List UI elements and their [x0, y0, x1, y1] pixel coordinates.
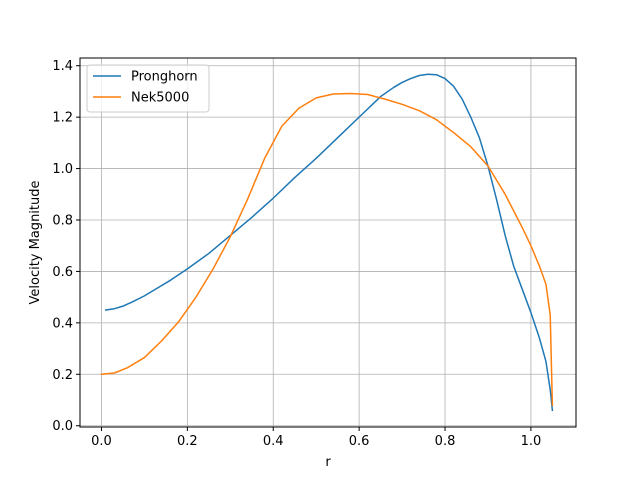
y-tick-label: 0.0 — [52, 419, 73, 434]
grid-lines — [80, 58, 576, 427]
series-lines — [100, 73, 554, 412]
axis-ticks: 0.0 0.2 0.4 0.6 0.8 1.0 0.0 0.2 0.4 0.6 0.8 1.0 1.2 1… — [52, 59, 541, 449]
y-tick-label: 0.4 — [52, 316, 73, 331]
x-tick-label: 1.0 — [521, 434, 542, 449]
y-axis-label: Velocity Magnitude — [28, 180, 43, 304]
y-tick-label: 0.2 — [52, 368, 73, 383]
x-axis-label: r — [325, 455, 331, 470]
x-tick-label: 0.6 — [349, 434, 370, 449]
x-tick-label: 0.2 — [177, 434, 198, 449]
x-tick-label: 0.8 — [435, 434, 456, 449]
legend-label-nek5000: Nek5000 — [131, 91, 189, 106]
y-tick-label: 0.8 — [52, 214, 73, 229]
y-tick-label: 1.0 — [52, 162, 73, 177]
y-tick-label: 1.2 — [52, 111, 73, 126]
x-tick-label: 0.0 — [91, 434, 112, 449]
legend: Pronghorn Nek5000 — [86, 64, 210, 113]
y-tick-label: 0.6 — [52, 265, 73, 280]
y-tick-label: 1.4 — [52, 59, 73, 74]
series-line-nek5000 — [100, 92, 554, 406]
series-line-pronghorn — [104, 73, 554, 412]
legend-label-pronghorn: Pronghorn — [131, 70, 198, 85]
x-tick-label: 0.4 — [263, 434, 284, 449]
plot-area-frame — [79, 57, 577, 428]
